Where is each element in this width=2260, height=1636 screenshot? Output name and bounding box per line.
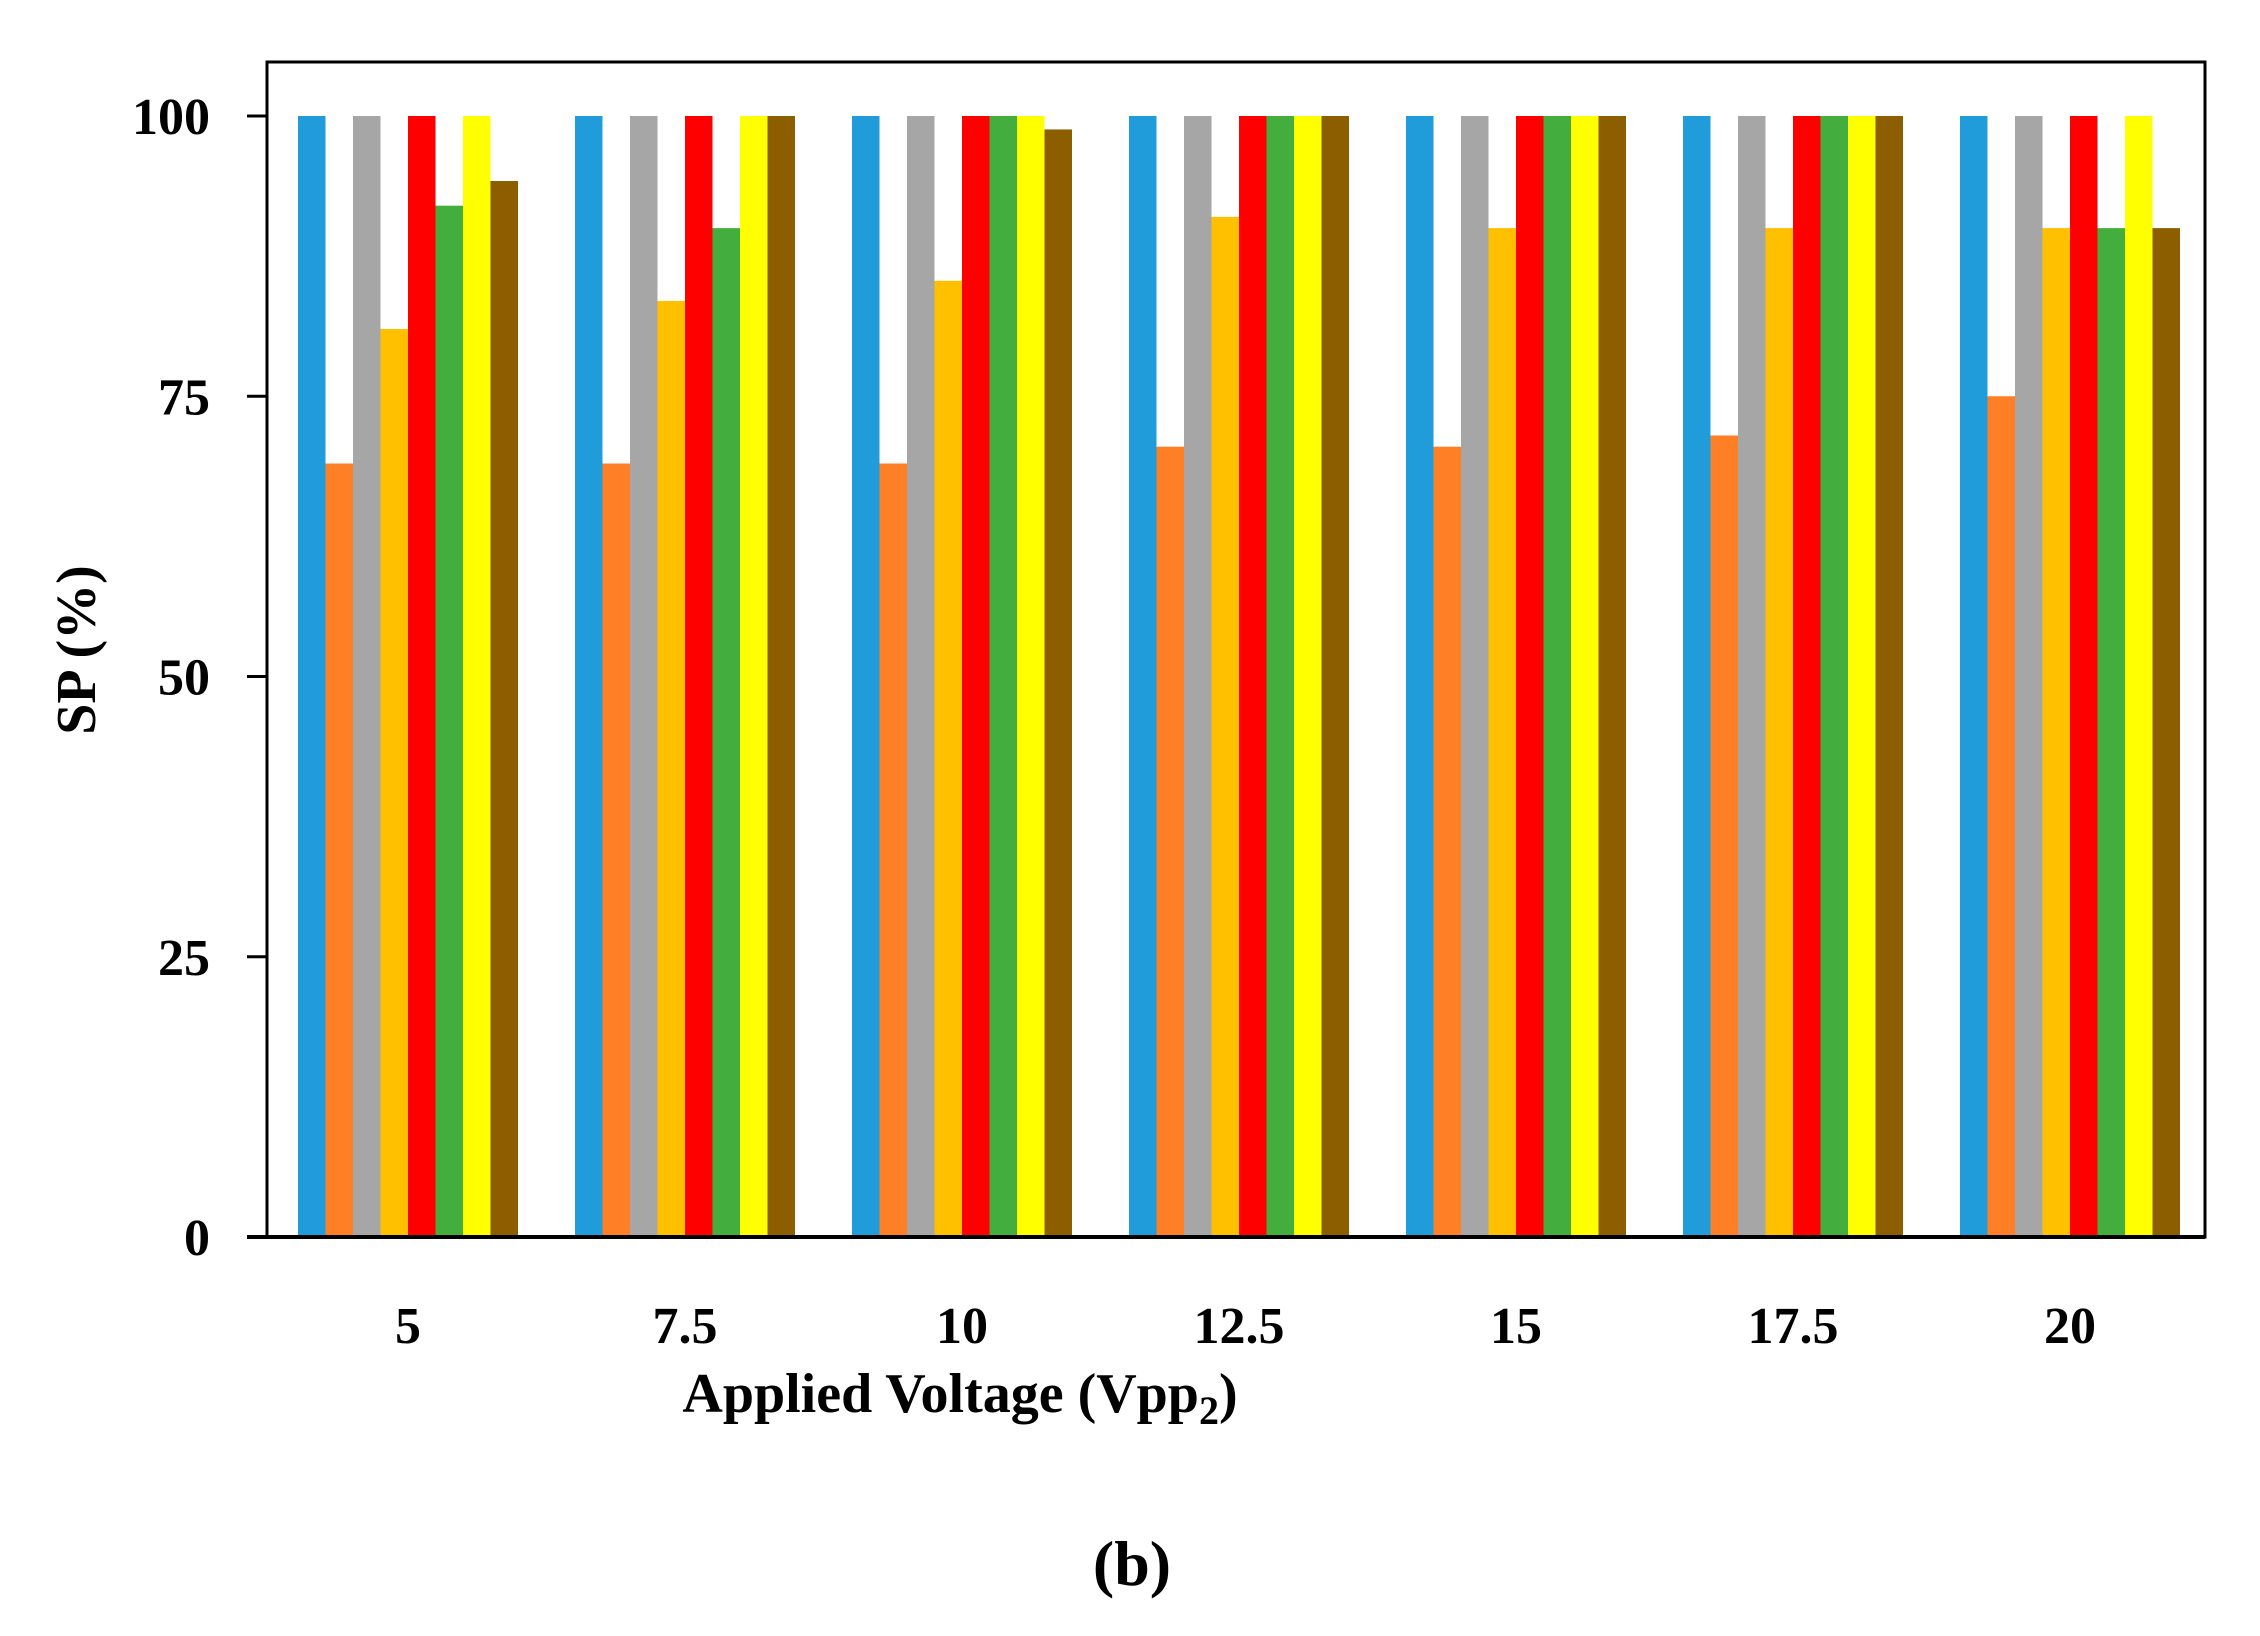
- bar-2-4: [962, 116, 990, 1237]
- bar-5-5: [1820, 116, 1848, 1237]
- bar-6-5: [2097, 228, 2125, 1238]
- bar-3-3: [1211, 216, 1239, 1237]
- bar-6-1: [1987, 396, 2015, 1237]
- x-axis-title: Applied Voltage (Vpp2): [682, 1363, 1237, 1433]
- x-tick-label: 15: [1490, 1298, 1542, 1355]
- x-tick-label: 7.5: [653, 1298, 718, 1355]
- x-tick-label: 17.5: [1748, 1298, 1839, 1355]
- bars-group: [298, 116, 2180, 1238]
- bar-2-0: [852, 116, 880, 1237]
- bar-6-3: [2042, 228, 2070, 1238]
- y-tick-label: 50: [158, 650, 210, 707]
- bar-4-7: [1598, 116, 1626, 1237]
- bar-5-0: [1683, 116, 1711, 1237]
- bar-4-4: [1516, 116, 1544, 1237]
- bar-2-7: [1044, 129, 1072, 1238]
- x-tick-label: 12.5: [1194, 1298, 1285, 1355]
- x-axis-title-suffix: ): [1219, 1363, 1238, 1425]
- bar-0-1: [325, 463, 353, 1237]
- bar-1-1: [602, 463, 630, 1237]
- bar-3-7: [1321, 116, 1349, 1237]
- bar-2-1: [879, 463, 907, 1237]
- bar-5-4: [1793, 116, 1821, 1237]
- bar-4-1: [1433, 446, 1461, 1237]
- bar-6-4: [2070, 116, 2098, 1237]
- y-tick-label: 100: [132, 89, 210, 146]
- y-tick-label: 0: [184, 1210, 210, 1267]
- bar-6-6: [2125, 116, 2153, 1237]
- bar-0-3: [380, 328, 408, 1237]
- bar-1-4: [685, 116, 713, 1237]
- bar-4-6: [1571, 116, 1599, 1237]
- bar-3-5: [1266, 116, 1294, 1237]
- x-axis-title-main: Applied Voltage (Vpp: [682, 1363, 1199, 1425]
- bar-6-7: [2152, 228, 2180, 1238]
- bar-4-3: [1488, 228, 1516, 1238]
- bar-5-7: [1875, 116, 1903, 1237]
- y-axis-ticks: 0 25 50 75 100: [132, 89, 267, 1267]
- bar-0-6: [463, 116, 491, 1237]
- bar-2-6: [1017, 116, 1045, 1237]
- bar-6-0: [1960, 116, 1988, 1237]
- y-axis-title: SP (%): [46, 565, 108, 735]
- bar-3-2: [1184, 116, 1212, 1237]
- bar-0-4: [408, 116, 436, 1237]
- bar-6-2: [2015, 116, 2043, 1237]
- bar-3-1: [1156, 446, 1184, 1237]
- bar-4-2: [1461, 116, 1489, 1237]
- bar-0-2: [353, 116, 381, 1237]
- bar-3-0: [1129, 116, 1157, 1237]
- bar-0-5: [435, 205, 463, 1238]
- bar-1-2: [630, 116, 658, 1237]
- bar-5-1: [1710, 435, 1738, 1237]
- x-axis-ticks: 5 7.5 10 12.5 15 17.5 20: [247, 1235, 2205, 1355]
- bar-5-3: [1765, 228, 1793, 1238]
- bar-2-3: [934, 280, 962, 1237]
- bar-0-7: [490, 181, 518, 1237]
- bar-3-6: [1294, 116, 1322, 1237]
- bar-1-7: [767, 116, 795, 1237]
- y-tick-label: 25: [158, 930, 210, 987]
- x-axis-title-subscript: 2: [1199, 1388, 1219, 1433]
- bar-2-5: [989, 116, 1017, 1237]
- bar-0-0: [298, 116, 326, 1237]
- y-tick-label: 75: [158, 369, 210, 426]
- bar-3-4: [1239, 116, 1267, 1237]
- bar-5-2: [1738, 116, 1766, 1237]
- bar-4-5: [1543, 116, 1571, 1237]
- x-tick-label: 10: [936, 1298, 988, 1355]
- panel-label: (b): [1093, 1528, 1171, 1599]
- bar-1-5: [712, 228, 740, 1238]
- bar-1-0: [575, 116, 603, 1237]
- bar-1-6: [740, 116, 768, 1237]
- bar-5-6: [1848, 116, 1876, 1237]
- x-tick-label: 5: [395, 1298, 421, 1355]
- bar-1-3: [657, 300, 685, 1238]
- bar-2-2: [907, 116, 935, 1237]
- x-tick-label: 20: [2044, 1298, 2096, 1355]
- bar-4-0: [1406, 116, 1434, 1237]
